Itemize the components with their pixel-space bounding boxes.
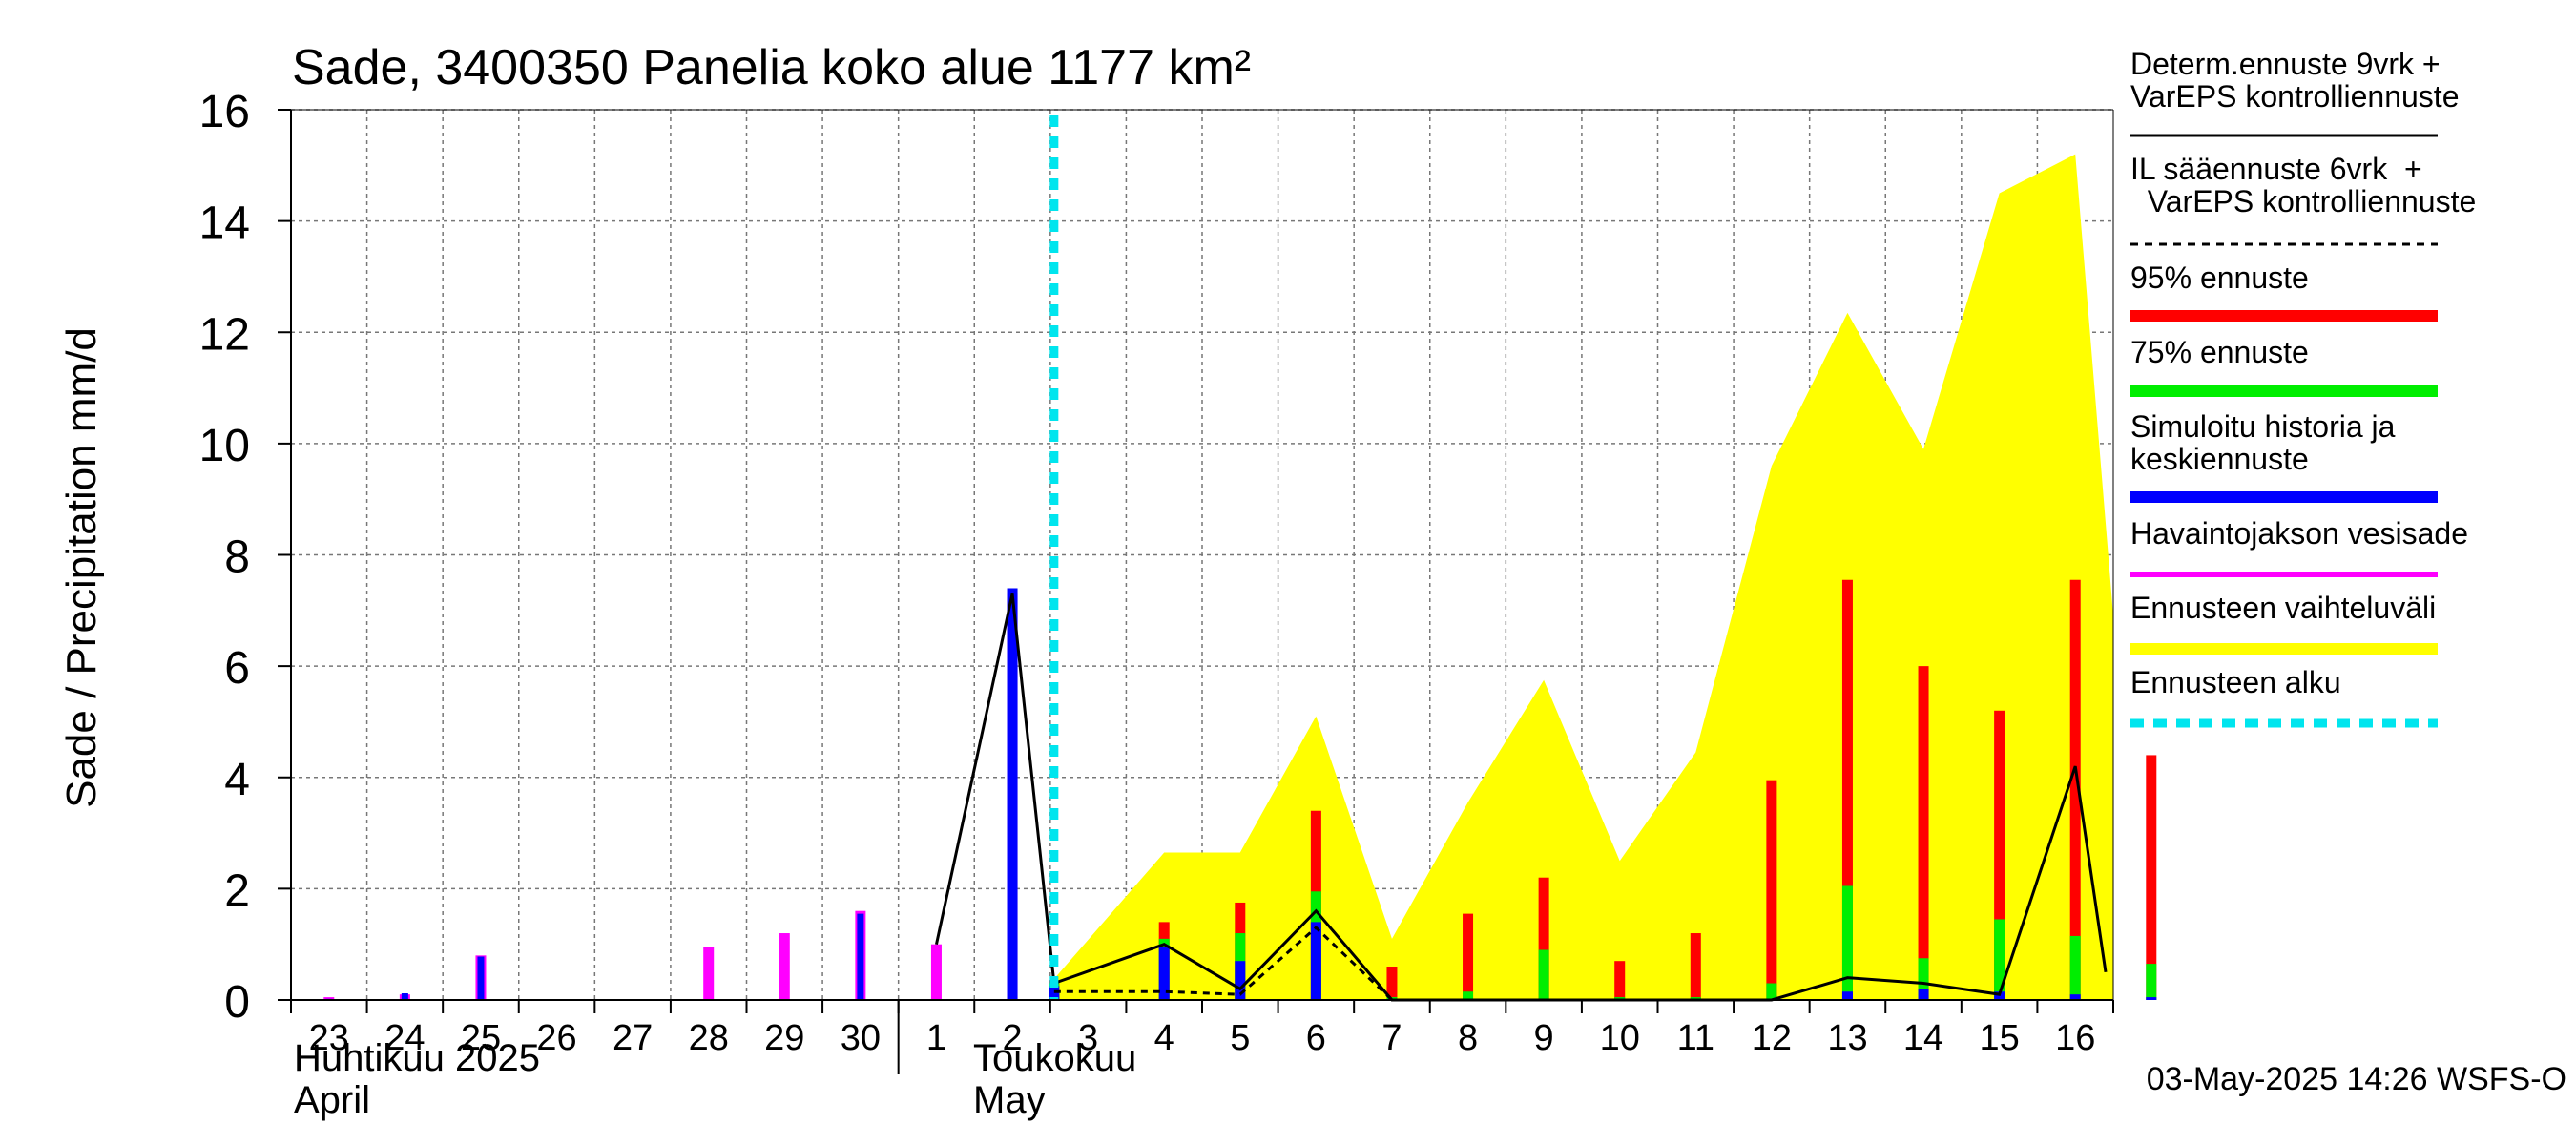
simulated-mean-bar xyxy=(401,993,408,1000)
x-tick-label: 4 xyxy=(1154,1018,1174,1058)
x-tick-label: 30 xyxy=(841,1018,881,1058)
legend-label: Ennusteen alku xyxy=(2130,665,2341,699)
y-tick-label: 8 xyxy=(224,532,250,583)
forecast-95-bar xyxy=(2069,579,2081,1000)
x-tick-label: 16 xyxy=(2055,1018,2095,1058)
legend-label: 95% ennuste xyxy=(2130,260,2309,295)
legend-label: Ennusteen vaihteluväli xyxy=(2130,591,2436,625)
x-tick-label: 25 xyxy=(461,1018,501,1058)
x-tick-label: 27 xyxy=(613,1018,653,1058)
observed-precip-bar xyxy=(930,944,942,1000)
legend-label: Simuloitu historia ja xyxy=(2130,409,2396,444)
simulated-mean-bar xyxy=(1841,991,1853,1000)
month-label-may-en: May xyxy=(973,1079,1046,1121)
forecast-75-bar xyxy=(1918,958,1929,1000)
legend-label: 75% ennuste xyxy=(2130,335,2309,369)
x-tick-label: 6 xyxy=(1306,1018,1326,1058)
x-tick-label: 1 xyxy=(926,1018,946,1058)
legend-label: VarEPS kontrolliennuste xyxy=(2130,184,2476,219)
y-tick-label: 16 xyxy=(199,87,250,137)
y-tick-label: 12 xyxy=(199,309,250,360)
forecast-75-bar xyxy=(1841,885,1853,1000)
forecast-95-bar xyxy=(1463,913,1474,1000)
forecast-95-bar xyxy=(1766,780,1777,1000)
simulated-mean-bar xyxy=(1918,989,1929,1000)
forecast-95-bar xyxy=(1614,961,1626,1000)
forecast-95-bar xyxy=(1386,967,1398,1000)
x-tick-label: 23 xyxy=(309,1018,349,1058)
simulated-mean-bar xyxy=(2146,997,2157,1000)
x-tick-label: 29 xyxy=(764,1018,804,1058)
x-tick-label: 9 xyxy=(1534,1018,1554,1058)
month-label-april-fi: Huhtikuu 2025 xyxy=(294,1037,540,1079)
simulated-mean-bar xyxy=(1310,922,1321,1000)
simulated-mean-bar xyxy=(477,956,485,1000)
legend-label: Havaintojakson vesisade xyxy=(2130,516,2468,551)
x-tick-label: 26 xyxy=(536,1018,576,1058)
legend-label: keskiennuste xyxy=(2130,442,2309,476)
timestamp: 03-May-2025 14:26 WSFS-O xyxy=(2147,1061,2566,1097)
y-tick-label: 14 xyxy=(199,198,250,249)
month-label-april-en: April xyxy=(294,1079,370,1121)
x-tick-label: 14 xyxy=(1903,1018,1943,1058)
x-tick-label: 28 xyxy=(689,1018,729,1058)
forecast-75-bar xyxy=(1994,919,2005,1000)
legend-label: VarEPS kontrolliennuste xyxy=(2130,79,2459,114)
x-tick-label: 8 xyxy=(1458,1018,1478,1058)
forecast-95-bar xyxy=(1918,666,1929,1000)
y-tick-label: 10 xyxy=(199,421,250,471)
simulated-mean-bar xyxy=(1158,947,1170,1000)
forecast-75-bar xyxy=(2146,964,2157,1000)
y-tick-label: 4 xyxy=(224,755,250,805)
simulated-mean-bar xyxy=(1007,588,1018,1000)
forecast-75-bar xyxy=(1766,983,1777,1000)
observed-precip-bar xyxy=(703,947,715,1000)
x-tick-label: 11 xyxy=(1677,1018,1714,1058)
forecast-95-bar xyxy=(1841,579,1853,1000)
simulated-mean-bar xyxy=(2069,994,2081,1000)
forecast-95-bar xyxy=(1538,877,1549,1000)
x-tick-label: 12 xyxy=(1752,1018,1792,1058)
simulated-mean-bar xyxy=(1235,961,1246,1000)
y-tick-label: 2 xyxy=(224,865,250,916)
bars-layer xyxy=(323,579,2157,1000)
y-axis-label: Sade / Precipitation mm/d xyxy=(58,327,105,808)
y-tick-label: 6 xyxy=(224,643,250,694)
x-tick-label: 10 xyxy=(1600,1018,1640,1058)
legend-label: IL sääennuste 6vrk + xyxy=(2130,152,2422,186)
forecast-75-bar xyxy=(1538,949,1549,1000)
month-label-may-fi: Toukokuu xyxy=(973,1037,1136,1079)
chart-title: Sade, 3400350 Panelia koko alue 1177 km² xyxy=(292,40,1251,95)
forecast-75-bar xyxy=(1463,991,1474,1000)
legend-label: Determ.ennuste 9vrk + xyxy=(2130,47,2441,81)
x-tick-label: 2 xyxy=(1002,1018,1022,1058)
observed-precip-bar xyxy=(323,997,335,1000)
forecast-95-bar xyxy=(1690,933,1701,1000)
x-tick-label: 13 xyxy=(1827,1018,1867,1058)
y-tick-label: 0 xyxy=(224,977,250,1028)
forecast-95-bar xyxy=(1994,710,2005,1000)
forecast-95-bar xyxy=(2146,755,2157,1000)
x-tick-label: 3 xyxy=(1078,1018,1098,1058)
forecast-75-bar xyxy=(2069,935,2081,1000)
x-tick-label: 5 xyxy=(1230,1018,1250,1058)
simulated-mean-bar xyxy=(857,913,864,1000)
x-tick-label: 7 xyxy=(1381,1018,1402,1058)
observed-precip-bar xyxy=(779,933,790,1000)
legend: Determ.ennuste 9vrk +VarEPS kontrollienn… xyxy=(2130,47,2476,728)
x-tick-label: 24 xyxy=(384,1018,425,1058)
x-tick-label: 15 xyxy=(1979,1018,2019,1058)
